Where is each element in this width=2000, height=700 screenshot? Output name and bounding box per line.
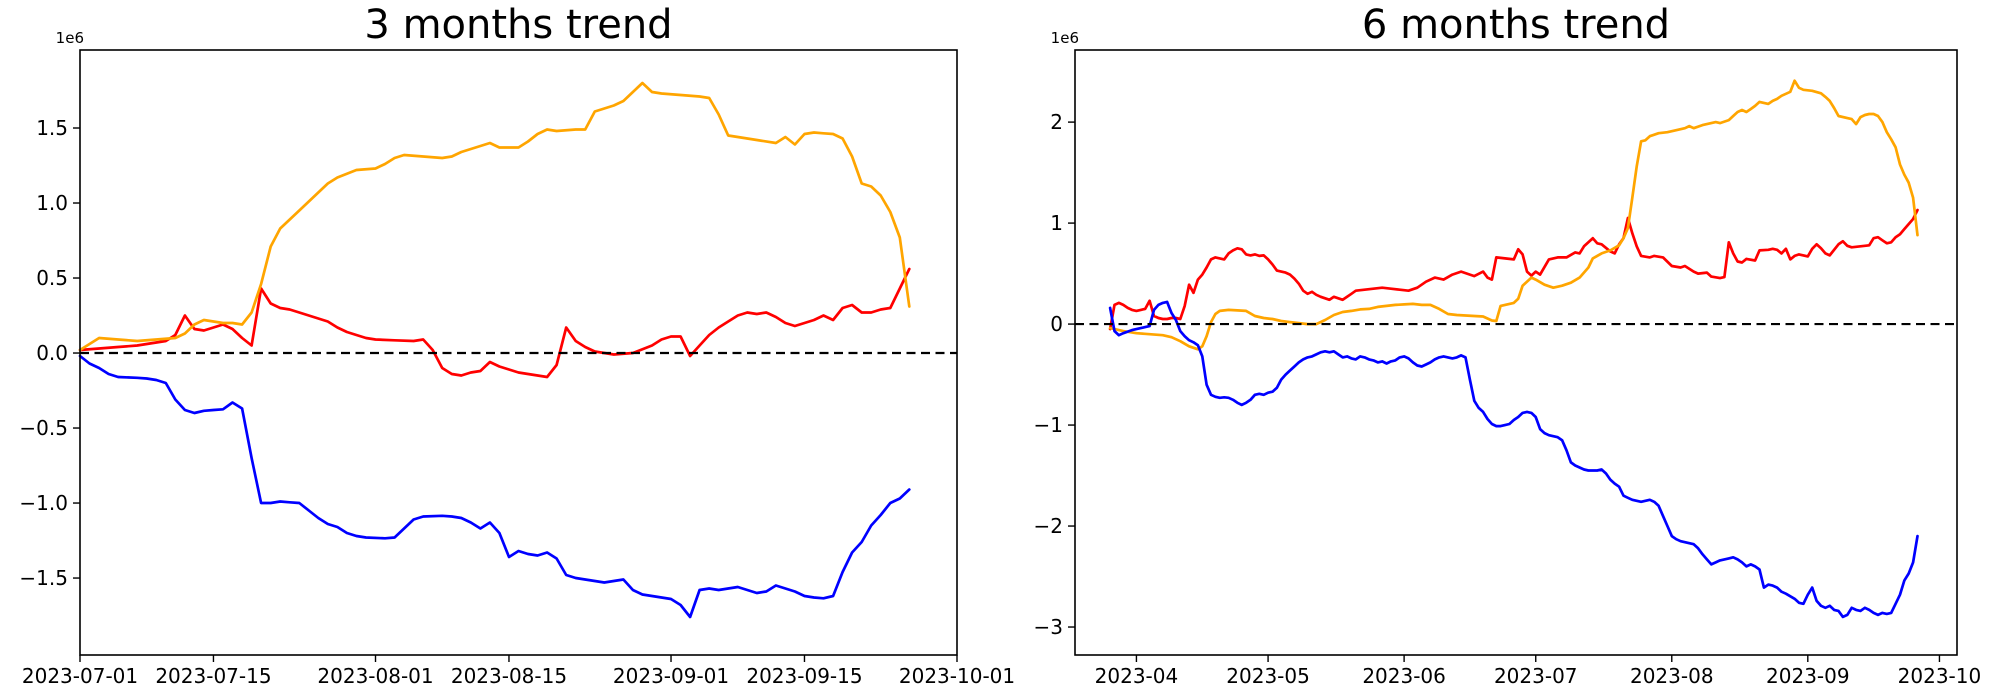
x-tick-label: 2023-04	[1095, 664, 1179, 688]
y-tick-label: −1.0	[19, 491, 68, 515]
x-tick-label: 2023-09-15	[746, 664, 862, 688]
chart-3-months-trend: 3 months trend 1e6 2023-07-01 2023-07-15 2…	[19, 2, 1015, 688]
x-tick-label: 2023-06	[1362, 664, 1446, 688]
y-tick-label: 1	[1050, 211, 1063, 235]
series-line-red	[1108, 208, 1919, 331]
series-line-orange	[78, 81, 911, 352]
y-axis-offset-label: 1e6	[56, 29, 84, 47]
chart-title: 3 months trend	[364, 2, 672, 48]
x-tick-label: 2023-07-01	[22, 664, 138, 688]
x-tick-label: 2023-07-15	[155, 664, 271, 688]
x-tick-label: 2023-09-01	[613, 664, 729, 688]
y-axis-offset-label: 1e6	[1051, 29, 1079, 47]
y-axis-ticks: 1.5 1.0 0.5 0.0 −0.5 −1.0 −1.5	[19, 116, 80, 590]
y-tick-label: 1.5	[36, 116, 68, 140]
y-tick-label: 1.0	[36, 191, 68, 215]
y-tick-label: 0.5	[36, 266, 68, 290]
y-tick-label: −3	[1034, 615, 1063, 639]
y-tick-label: 0	[1050, 312, 1063, 336]
plot-area-border	[1074, 49, 1958, 656]
x-tick-label: 2023-07	[1494, 664, 1578, 688]
y-tick-label: 2	[1050, 110, 1063, 134]
chart-title: 6 months trend	[1362, 2, 1670, 48]
x-tick-label: 2023-08-01	[317, 664, 433, 688]
y-tick-label: −1	[1034, 413, 1063, 437]
series-lines	[78, 81, 911, 619]
series-line-blue	[78, 354, 911, 619]
series-lines	[1108, 79, 1919, 619]
x-tick-label: 2023-08	[1630, 664, 1714, 688]
y-tick-label: −2	[1034, 514, 1063, 538]
x-tick-label: 2023-10	[1898, 664, 1982, 688]
x-axis-ticks: 2023-07-01 2023-07-15 2023-08-01 2023-08-15…	[22, 655, 1015, 688]
chart-6-months-trend: 6 months trend 1e6 2023-04 2023-05 2023-06…	[1034, 2, 1982, 688]
x-tick-label: 2023-08-15	[451, 664, 567, 688]
y-tick-label: −1.5	[19, 566, 68, 590]
series-line-red	[78, 267, 911, 379]
y-axis-ticks: 2 1 0 −1 −2 −3	[1034, 110, 1075, 639]
x-axis-ticks: 2023-04 2023-05 2023-06 2023-07 2023-08 2023-…	[1095, 655, 1982, 688]
y-tick-label: 0.0	[36, 341, 68, 365]
x-tick-label: 2023-10-01	[899, 664, 1015, 688]
x-tick-label: 2023-09	[1766, 664, 1850, 688]
y-tick-label: −0.5	[19, 416, 68, 440]
series-line-blue	[1108, 300, 1919, 619]
series-line-orange	[1108, 79, 1919, 351]
x-tick-label: 2023-05	[1226, 664, 1310, 688]
